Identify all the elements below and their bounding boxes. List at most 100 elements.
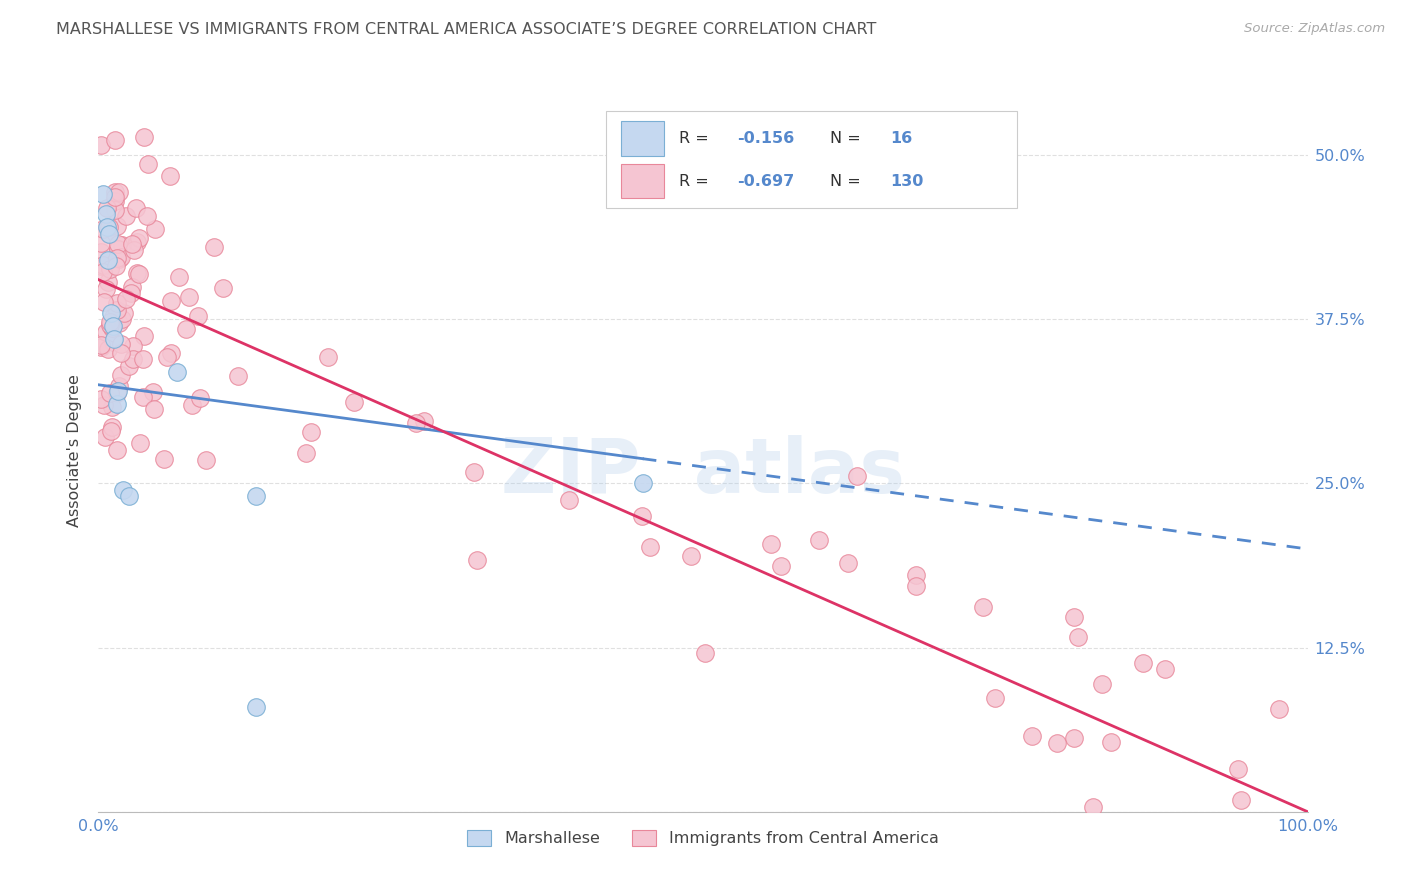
Point bbox=[90, 245, 112, 260]
Text: MARSHALLESE VS IMMIGRANTS FROM CENTRAL AMERICA ASSOCIATE’S DEGREE CORRELATION CH: MARSHALLESE VS IMMIGRANTS FROM CENTRAL A… bbox=[56, 22, 876, 37]
Point bbox=[91, 222, 114, 236]
Point bbox=[111, 311, 134, 326]
Point bbox=[91, 187, 114, 202]
Point bbox=[128, 267, 150, 281]
Point bbox=[846, 469, 869, 483]
Point bbox=[94, 429, 117, 443]
Point bbox=[132, 130, 155, 145]
Point bbox=[111, 483, 134, 497]
Point bbox=[166, 365, 188, 379]
Point bbox=[120, 285, 142, 300]
Point bbox=[630, 508, 652, 523]
Point bbox=[115, 209, 138, 223]
Point bbox=[1063, 609, 1085, 624]
Point bbox=[299, 425, 322, 439]
Point bbox=[631, 476, 654, 491]
Point bbox=[97, 342, 120, 356]
Point bbox=[90, 138, 112, 153]
Point bbox=[128, 231, 150, 245]
Text: R =: R = bbox=[679, 174, 714, 188]
Point bbox=[295, 446, 318, 460]
Text: 16: 16 bbox=[890, 131, 912, 145]
Point bbox=[97, 275, 120, 289]
Point bbox=[131, 390, 153, 404]
Point bbox=[96, 201, 118, 215]
Legend: Marshallese, Immigrants from Central America: Marshallese, Immigrants from Central Ame… bbox=[460, 822, 946, 855]
Point bbox=[1229, 793, 1251, 807]
Point bbox=[107, 237, 129, 252]
Point bbox=[405, 417, 427, 431]
Point bbox=[105, 251, 128, 265]
Point bbox=[121, 280, 143, 294]
Point bbox=[160, 345, 183, 359]
Point bbox=[90, 338, 112, 352]
Point bbox=[129, 435, 152, 450]
Point bbox=[90, 236, 112, 251]
Point bbox=[94, 282, 117, 296]
Point bbox=[97, 252, 120, 267]
Point bbox=[1153, 662, 1175, 676]
Point bbox=[188, 392, 211, 406]
Point bbox=[103, 194, 125, 208]
Point bbox=[1046, 735, 1069, 749]
Point bbox=[132, 351, 155, 366]
Point bbox=[837, 556, 859, 570]
Point bbox=[759, 537, 782, 551]
Point bbox=[107, 186, 129, 200]
Text: N =: N = bbox=[830, 131, 866, 145]
Point bbox=[100, 400, 122, 414]
Point bbox=[98, 318, 121, 333]
Point bbox=[112, 305, 135, 319]
Point bbox=[245, 490, 267, 504]
Point bbox=[142, 385, 165, 400]
Point bbox=[100, 305, 122, 319]
Point bbox=[122, 351, 145, 366]
Point bbox=[105, 296, 128, 310]
Point bbox=[103, 332, 125, 346]
Text: R =: R = bbox=[679, 131, 714, 145]
Point bbox=[174, 321, 197, 335]
Point bbox=[93, 295, 115, 310]
Point bbox=[111, 238, 134, 252]
Point bbox=[108, 379, 131, 393]
Point bbox=[93, 398, 115, 412]
Point bbox=[905, 579, 928, 593]
Point bbox=[1063, 731, 1085, 745]
Point bbox=[1099, 735, 1122, 749]
Point bbox=[245, 699, 267, 714]
Point bbox=[202, 240, 225, 254]
Point bbox=[96, 325, 118, 339]
Y-axis label: Associate's Degree: Associate's Degree bbox=[67, 374, 83, 527]
Point bbox=[105, 397, 128, 411]
Point bbox=[143, 401, 166, 416]
Point bbox=[125, 235, 148, 249]
Point bbox=[769, 558, 792, 573]
Point bbox=[101, 320, 124, 334]
Point bbox=[159, 169, 181, 183]
Point bbox=[98, 227, 121, 241]
Point bbox=[118, 490, 141, 504]
Point bbox=[127, 266, 149, 280]
Point bbox=[228, 369, 250, 384]
Point bbox=[134, 329, 156, 343]
FancyBboxPatch shape bbox=[621, 164, 664, 198]
Point bbox=[904, 568, 927, 582]
Point bbox=[90, 340, 112, 354]
Point bbox=[104, 185, 127, 199]
Point bbox=[101, 334, 124, 349]
Point bbox=[972, 599, 994, 614]
Point bbox=[97, 227, 120, 241]
Point bbox=[91, 258, 114, 272]
Point bbox=[101, 420, 124, 434]
Point bbox=[695, 646, 717, 660]
Point bbox=[1268, 702, 1291, 716]
Point bbox=[125, 202, 148, 216]
Point bbox=[101, 310, 124, 324]
Point bbox=[100, 425, 122, 439]
Point bbox=[108, 252, 131, 267]
Point bbox=[135, 209, 157, 223]
Point bbox=[110, 368, 132, 382]
Text: ZIP  atlas: ZIP atlas bbox=[501, 435, 905, 509]
Point bbox=[145, 222, 167, 236]
Point bbox=[187, 309, 209, 323]
